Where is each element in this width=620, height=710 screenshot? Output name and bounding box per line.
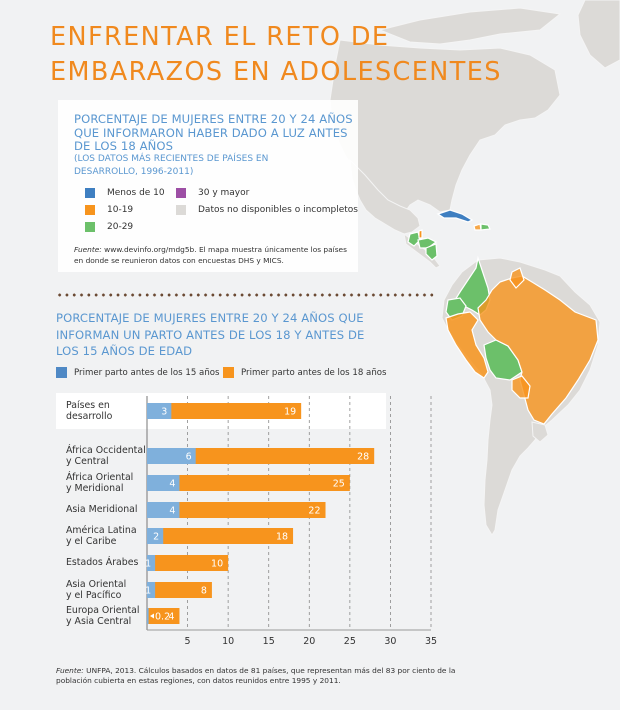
chart-source-label: Fuente:	[56, 666, 84, 675]
bar-label-under-18: 25	[333, 479, 345, 490]
category-label: África Occidental y Central	[66, 445, 146, 468]
x-tick-label: 5	[185, 636, 191, 647]
map-legend-subtitle: (LOS DATOS MÁS RECIENTES DE PAÍSES EN DE…	[74, 154, 269, 177]
chart-legend-swatch-blue	[56, 367, 67, 378]
bar-label-under-18: 18	[276, 532, 288, 543]
map-belize	[418, 229, 423, 239]
category-label: Países en desarrollo	[66, 400, 112, 423]
bar-label-under-15: 4	[169, 506, 175, 517]
bar-label-under-18: 10	[211, 559, 223, 570]
map-arctic-islands	[378, 7, 562, 45]
map-guyana	[509, 267, 525, 289]
bar-under-18	[147, 608, 180, 624]
category-label-line: y Central	[66, 456, 109, 467]
map-mexico	[349, 158, 421, 235]
category-label: Asia Oriental y el Pacífico	[66, 579, 126, 602]
page-title-line-1: ENFRENTAR EL RETO DE	[50, 22, 390, 52]
pointer-arrow-icon	[150, 613, 154, 619]
legend-swatch-purple	[176, 188, 186, 198]
category-label-line: Estados Árabes	[66, 557, 139, 569]
bar-under-18	[147, 555, 229, 571]
bar-under-18	[147, 403, 302, 419]
map-nicaragua	[425, 243, 438, 261]
x-tick-label: 25	[344, 636, 356, 647]
x-tick-label: 20	[303, 636, 315, 647]
bar-label-under-15: 2	[153, 532, 159, 543]
map-paraguay	[511, 375, 531, 399]
bar-under-15	[147, 403, 172, 419]
legend-swatch-orange	[85, 205, 95, 215]
page-title: ENFRENTAR EL RETO DE EMBARAZOS EN ADOLES…	[50, 20, 502, 90]
bar-under-15	[147, 502, 180, 518]
dotted-divider	[56, 293, 436, 297]
category-label-line: América Latina	[66, 524, 137, 536]
legend-swatch-blue	[85, 188, 95, 198]
bar-under-18	[147, 582, 212, 598]
chart-title: PORCENTAJE DE MUJERES ENTRE 20 Y 24 AÑOS…	[56, 311, 365, 358]
category-label-line: Asia Oriental	[66, 578, 127, 590]
bar-under-15	[147, 582, 156, 598]
bar-label-under-15: 4	[169, 479, 175, 490]
bar-under-15	[147, 448, 196, 464]
chart-legend-swatch-orange	[223, 367, 234, 378]
x-tick-label: 30	[384, 636, 396, 647]
bar-under-18	[147, 448, 375, 464]
map-greenland	[577, 0, 620, 69]
bar-label-under-15: 1	[145, 559, 151, 570]
category-label-line: Europa Oriental	[66, 604, 140, 616]
category-label-line: desarrollo	[66, 411, 113, 422]
x-tick-label: 10	[222, 636, 234, 647]
map-cuba	[436, 209, 474, 223]
map-source-text: www.devinfo.org/mdg5b. El mapa muestra ú…	[74, 245, 347, 265]
bar-label-under-18: 28	[357, 452, 369, 463]
legend-swatch-gray	[176, 205, 186, 215]
bar-label-under-15: 3	[161, 407, 167, 418]
category-label: Estados Árabes	[66, 557, 138, 569]
bar-under-15	[147, 475, 180, 491]
map-colombia	[454, 255, 491, 316]
bar-under-18	[147, 528, 294, 544]
bar-under-18	[147, 502, 326, 518]
bar-label-under-15: 6	[186, 452, 192, 463]
bar-label-under-18: 4	[168, 612, 174, 623]
chart-source-text: UNFPA, 2013. Cálculos basados en datos d…	[56, 666, 456, 685]
map-legend-title: PORCENTAJE DE MUJERES ENTRE 20 Y 24 AÑOS…	[74, 112, 353, 153]
x-tick-label: 15	[263, 636, 275, 647]
category-label-line: y Asia Central	[66, 616, 132, 627]
category-label-line: y el Pacífico	[66, 590, 122, 601]
x-tick-label: 35	[425, 636, 437, 647]
map-guatemala	[407, 231, 421, 247]
category-label-line: y Meridional	[66, 483, 124, 494]
bar-label-under-18: 19	[284, 407, 296, 418]
bar-under-15	[147, 528, 164, 544]
map-source-note: Fuente: www.devinfo.org/mdg5b. El mapa m…	[74, 244, 354, 266]
category-label: África Oriental y Meridional	[66, 472, 133, 495]
map-brazil	[477, 275, 599, 425]
legend-swatch-green	[85, 222, 95, 232]
map-peru	[445, 311, 489, 379]
map-uruguay	[531, 421, 549, 443]
category-label-line: Países en	[66, 399, 110, 411]
bar-under-15	[147, 608, 149, 624]
chart-source-note: Fuente: UNFPA, 2013. Cálculos basados en…	[56, 666, 456, 685]
map-legend-box: PORCENTAJE DE MUJERES ENTRE 20 Y 24 AÑOS…	[58, 100, 358, 272]
bar-label-under-18: 22	[308, 506, 320, 517]
page-title-line-2: EMBARAZOS EN ADOLESCENTES	[50, 57, 502, 87]
bar-label-under-18: 8	[201, 586, 207, 597]
bar-under-18	[147, 475, 350, 491]
category-label: América Latina y el Caribe	[66, 525, 137, 548]
category-label-line: África Oriental	[66, 471, 134, 483]
category-label: Asia Meridional	[66, 504, 138, 516]
category-label-line: Asia Meridional	[66, 504, 138, 516]
bar-label-under-15: 1	[145, 586, 151, 597]
map-source-label: Fuente:	[74, 245, 102, 254]
category-label: Europa Oriental y Asia Central	[66, 605, 140, 628]
category-label-line: África Occidental	[66, 444, 146, 456]
category-label-line: y el Caribe	[66, 536, 117, 547]
bar-under-15	[147, 555, 156, 571]
bar-label-under-15: 0.2	[155, 612, 170, 623]
map-dominican-republic	[480, 223, 491, 231]
